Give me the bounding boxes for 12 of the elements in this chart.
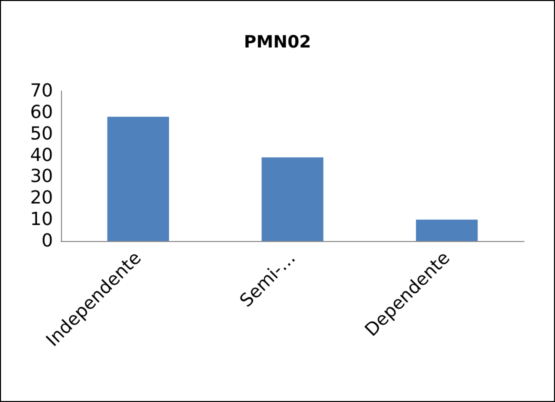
bar [262, 157, 324, 241]
y-tick-label: 0 [42, 230, 53, 252]
y-tick-label: 20 [30, 188, 53, 209]
y-tick-label: 30 [30, 166, 53, 188]
y-tick-label: 60 [30, 102, 53, 123]
y-tick-label: 50 [30, 123, 53, 144]
bar [416, 220, 478, 241]
y-tick-label: 70 [30, 80, 53, 102]
bar [107, 116, 170, 241]
y-tick-label: 40 [30, 144, 53, 166]
y-tick-label: 10 [30, 209, 53, 230]
chart-title: PMN02 [244, 32, 312, 52]
